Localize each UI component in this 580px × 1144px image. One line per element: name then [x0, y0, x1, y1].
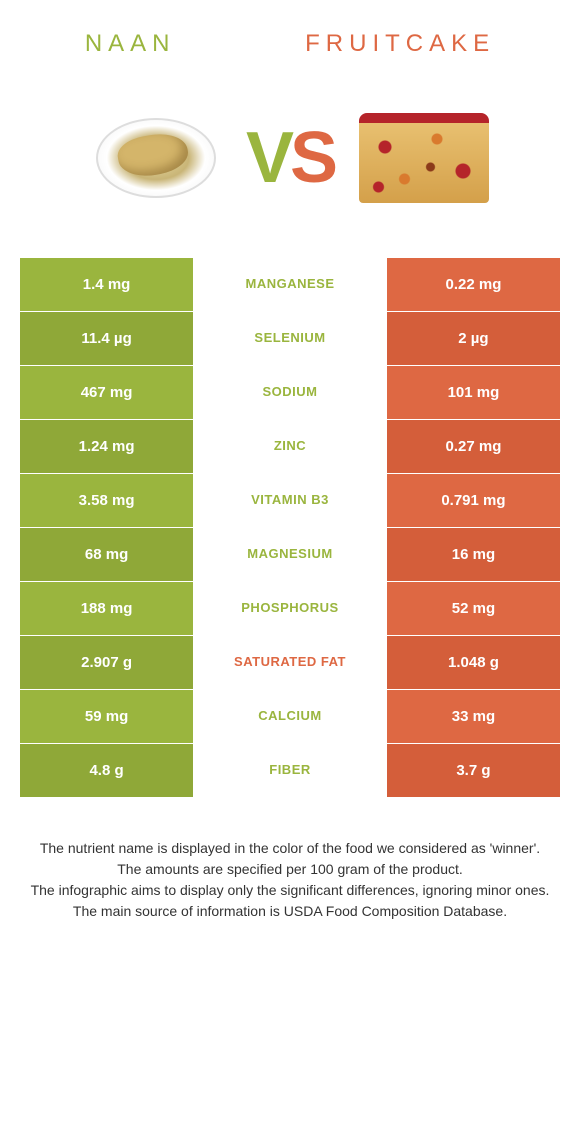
table-row: 1.24 mgZinc0.27 mg: [20, 420, 560, 473]
table-row: 3.58 mgVitamin B30.791 mg: [20, 474, 560, 527]
nutrient-name: Saturated fat: [193, 636, 387, 689]
fruitcake-illustration: [359, 113, 489, 203]
value-right: 33 mg: [387, 690, 560, 743]
value-left: 2.907 g: [20, 636, 193, 689]
vs-label: VS: [246, 117, 334, 199]
value-right: 0.791 mg: [387, 474, 560, 527]
table-row: 68 mgMagnesium16 mg: [20, 528, 560, 581]
nutrient-name: Sodium: [193, 366, 387, 419]
footer-line: The amounts are specified per 100 gram o…: [30, 859, 550, 880]
value-right: 101 mg: [387, 366, 560, 419]
value-right: 52 mg: [387, 582, 560, 635]
value-left: 4.8 g: [20, 744, 193, 797]
nutrient-name: Calcium: [193, 690, 387, 743]
footer-line: The nutrient name is displayed in the co…: [30, 838, 550, 859]
value-right: 0.27 mg: [387, 420, 560, 473]
table-row: 4.8 gFiber3.7 g: [20, 744, 560, 797]
value-left: 3.58 mg: [20, 474, 193, 527]
food-title-right: FRUITCAKE: [305, 30, 495, 58]
table-row: 467 mgSodium101 mg: [20, 366, 560, 419]
food-title-left: NAAN: [85, 30, 176, 58]
table-row: 11.4 µgSelenium2 µg: [20, 312, 560, 365]
value-left: 11.4 µg: [20, 312, 193, 365]
vs-letter-v: V: [246, 118, 290, 198]
table-row: 188 mgPhosphorus52 mg: [20, 582, 560, 635]
nutrient-name: Fiber: [193, 744, 387, 797]
vs-letter-s: S: [290, 118, 334, 198]
value-left: 1.24 mg: [20, 420, 193, 473]
value-left: 59 mg: [20, 690, 193, 743]
naan-illustration: [96, 118, 216, 198]
food-image-left: [86, 108, 226, 208]
value-left: 188 mg: [20, 582, 193, 635]
table-row: 59 mgCalcium33 mg: [20, 690, 560, 743]
footer-line: The main source of information is USDA F…: [30, 901, 550, 922]
value-right: 3.7 g: [387, 744, 560, 797]
nutrient-name: Selenium: [193, 312, 387, 365]
food-image-right: [354, 108, 494, 208]
value-left: 467 mg: [20, 366, 193, 419]
nutrient-name: Phosphorus: [193, 582, 387, 635]
value-right: 2 µg: [387, 312, 560, 365]
nutrient-name: Magnesium: [193, 528, 387, 581]
footer-line: The infographic aims to display only the…: [30, 880, 550, 901]
value-right: 0.22 mg: [387, 258, 560, 311]
comparison-table: 1.4 mgManganese0.22 mg11.4 µgSelenium2 µ…: [20, 258, 560, 797]
value-right: 16 mg: [387, 528, 560, 581]
nutrient-name: Zinc: [193, 420, 387, 473]
value-right: 1.048 g: [387, 636, 560, 689]
table-row: 2.907 gSaturated fat1.048 g: [20, 636, 560, 689]
footer-notes: The nutrient name is displayed in the co…: [0, 798, 580, 942]
value-left: 68 mg: [20, 528, 193, 581]
nutrient-name: Vitamin B3: [193, 474, 387, 527]
header-titles: NAAN FRUITCAKE: [0, 0, 580, 68]
value-left: 1.4 mg: [20, 258, 193, 311]
table-row: 1.4 mgManganese0.22 mg: [20, 258, 560, 311]
images-row: VS: [0, 68, 580, 258]
nutrient-name: Manganese: [193, 258, 387, 311]
